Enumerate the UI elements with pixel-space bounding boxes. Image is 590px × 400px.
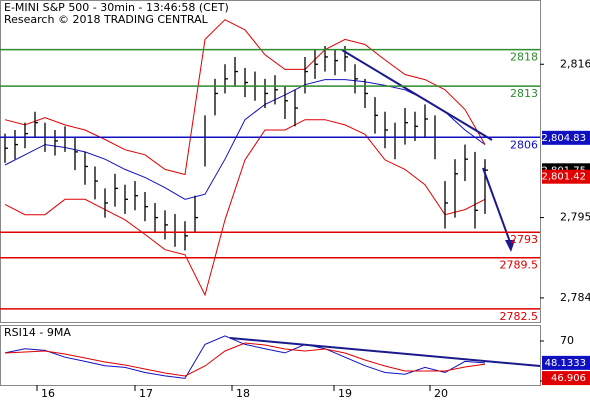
y-tick-label: 2,816 [560, 57, 590, 70]
price-tag [542, 169, 590, 184]
x-tick-label: 17 [139, 387, 153, 400]
price-tag-label: 2,801.42 [541, 172, 586, 183]
rsi-y-tick-label: 70 [560, 334, 574, 347]
rsi-tag [542, 355, 590, 370]
price-tag [542, 130, 590, 145]
trend-line [341, 49, 493, 141]
level-label: 2813 [510, 87, 538, 100]
level-label: 2793 [510, 233, 538, 246]
y-tick-label: 2,795 [560, 211, 590, 224]
level-label: 2806 [510, 138, 538, 151]
rsi-tag [542, 371, 590, 386]
level-label: 2818 [510, 51, 538, 64]
x-tick-label: 19 [338, 387, 352, 400]
chart-title: E-MINI S&P 500 - 30min - 13:46:58 (CET) [4, 1, 229, 14]
price-panel [0, 0, 541, 323]
forecast-arrow [482, 167, 511, 243]
x-tick-label: 18 [236, 387, 250, 400]
y-tick-label: 2,784 [560, 291, 590, 304]
level-label: 2782.5 [500, 310, 539, 323]
rsi-trend-line [229, 337, 541, 367]
arrow-head [505, 240, 515, 252]
chart-subtitle: Research © 2018 TRADING CENTRAL [4, 13, 209, 26]
x-tick-label: 20 [434, 387, 448, 400]
rsi-tag-label: 46.906 [551, 373, 586, 384]
indicator-line [4, 119, 486, 297]
indicator-line [4, 19, 486, 176]
rsi-line [4, 335, 486, 379]
price-tag-label: 2,804.83 [541, 133, 586, 144]
indicator-line [4, 79, 486, 200]
rsi-line [4, 342, 486, 377]
rsi-panel [0, 325, 541, 386]
x-tick-label: 16 [41, 387, 55, 400]
level-label: 2789.5 [500, 259, 539, 272]
rsi-title: RSI14 - 9MA [4, 326, 71, 339]
rsi-tag-label: 48.1333 [545, 358, 586, 369]
